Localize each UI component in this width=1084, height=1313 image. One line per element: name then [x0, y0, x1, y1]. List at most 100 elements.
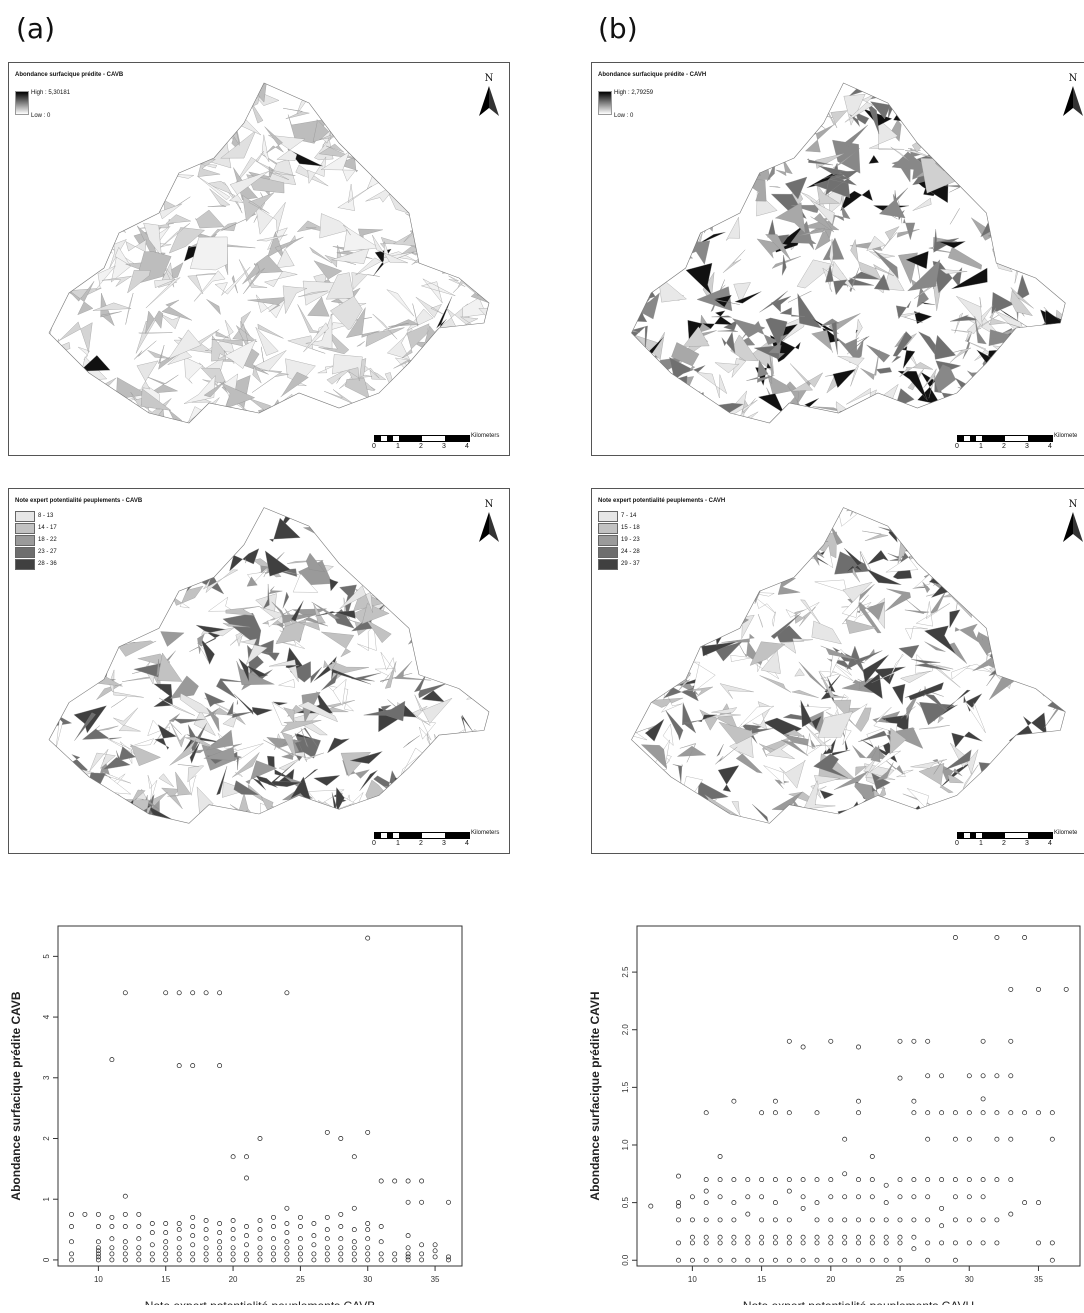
scatter-point [856, 1194, 861, 1200]
scatter-point [1036, 1240, 1041, 1246]
y-tick-label: 3 [42, 1075, 51, 1080]
scatter-point [136, 1236, 142, 1242]
legend-low: Low : 0 [614, 113, 634, 119]
scatter-point [994, 1136, 1000, 1142]
scatter-point [311, 1233, 317, 1239]
scatter-point [759, 1234, 765, 1240]
scale-unit: Kilomete [1054, 830, 1078, 836]
scale-num: 3 [442, 443, 446, 450]
scatter-plot-cavh: 10 15 20 25 30 35 0.0 0.5 1.0 1.5 2.0 2.5 Note exper… [588, 925, 1081, 1305]
scatter-point [257, 1257, 263, 1263]
scatter-point [731, 1098, 737, 1104]
scatter-point [419, 1199, 425, 1205]
scatter-point [745, 1234, 751, 1240]
scatter-point [244, 1257, 249, 1263]
scatter-point [676, 1203, 681, 1209]
scatter-point [1022, 1110, 1028, 1116]
scatter-point [1049, 1136, 1055, 1142]
scale-num: 3 [1025, 840, 1029, 847]
scatter-point [759, 1257, 765, 1263]
scatter-point [136, 1211, 142, 1217]
y-tick-label: 2.5 [621, 966, 630, 978]
scatter-point [676, 1257, 681, 1263]
scatter-point [676, 1173, 681, 1179]
scale-num: 4 [1048, 443, 1052, 450]
scatter-point [786, 1257, 792, 1263]
plot-frame [57, 925, 463, 1267]
scale-num: 4 [1048, 840, 1052, 847]
region-map [48, 507, 490, 824]
north-arrow: N [1061, 499, 1084, 549]
north-arrow-icon [479, 86, 499, 116]
gradient-legend [598, 91, 612, 115]
scatter-point [897, 1240, 903, 1246]
scatter-point [324, 1214, 330, 1220]
scatter-point [703, 1188, 709, 1194]
x-tick-label: 25 [296, 1275, 305, 1284]
scatter-point [203, 1236, 209, 1242]
map-a-abundance: Abondance surfacique prédite - CAVB High… [8, 62, 510, 456]
scatter-point [297, 1257, 303, 1263]
legend-class: 18 - 22 [15, 534, 57, 546]
y-axis-title: Abondance surfacique prédite CAVB [9, 991, 23, 1200]
scatter-point [856, 1234, 861, 1240]
scale-bar [957, 832, 1053, 839]
scatter-point [365, 1129, 371, 1135]
scale-num: 1 [396, 443, 400, 450]
scatter-point [311, 1251, 317, 1257]
scatter-point [378, 1178, 384, 1184]
scatter-point [297, 1224, 303, 1229]
scatter-point [284, 1230, 290, 1236]
scatter-point [717, 1234, 723, 1240]
scatter-point [257, 1136, 263, 1141]
scatter-point [869, 1217, 875, 1223]
scatter-point [856, 1044, 861, 1050]
scatter-point [772, 1217, 778, 1223]
scatter-point [257, 1218, 263, 1223]
scatter-point [338, 1236, 344, 1242]
scatter-point [1008, 986, 1014, 992]
legend-class: 8 - 13 [15, 510, 53, 522]
scatter-point [994, 1073, 1000, 1079]
scatter-point [814, 1234, 820, 1240]
scatter-point [814, 1200, 820, 1206]
x-tick-label: 25 [896, 1275, 905, 1284]
scatter-point [217, 1221, 223, 1226]
scale-unit: Kilometers [471, 830, 500, 836]
scatter-point [869, 1154, 875, 1159]
scatter-point [952, 935, 958, 940]
plot-frame [636, 925, 1081, 1267]
scatter-point [324, 1236, 330, 1242]
scatter-point [897, 1177, 903, 1183]
scatter-point [869, 1234, 875, 1240]
x-tick-label: 15 [757, 1275, 766, 1284]
scatter-point [759, 1217, 765, 1223]
scatter-point [994, 1110, 1000, 1116]
scale-unit: Kilomete [1054, 433, 1078, 439]
scatter-point [69, 1224, 74, 1229]
scatter-point [297, 1245, 303, 1251]
scatter-point [109, 1251, 115, 1257]
scatter-point [786, 1188, 792, 1194]
scatter-point [338, 1136, 344, 1141]
scatter-point [676, 1217, 681, 1223]
scatter-point [911, 1038, 917, 1044]
scatter-point [786, 1110, 792, 1116]
scatter-point [257, 1236, 263, 1242]
scatter-point [338, 1211, 344, 1217]
scatter-point [446, 1199, 451, 1205]
scatter-point [1036, 1110, 1041, 1116]
scatter-point [257, 1227, 263, 1233]
scatter-point [842, 1217, 848, 1223]
scatter-point [994, 1217, 1000, 1223]
scatter-point [324, 1257, 330, 1263]
scatter-point [405, 1245, 411, 1251]
scatter-point [1049, 1257, 1055, 1263]
scatter-point [190, 1257, 196, 1263]
scale-num: 4 [465, 443, 469, 450]
scatter-point [980, 1096, 986, 1102]
scatter-point [911, 1098, 917, 1104]
scatter-point [772, 1240, 778, 1246]
scatter-point [980, 1240, 986, 1246]
scatter-point [925, 1257, 931, 1263]
